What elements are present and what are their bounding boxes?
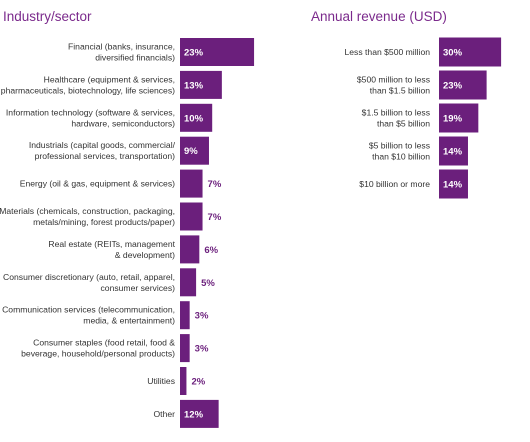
category-label-revenue-1: $500 million to less than $1.5 billion: [357, 75, 430, 96]
value-label-industry-1: 13%: [184, 80, 204, 91]
category-label-industry-10: Utilities: [147, 376, 175, 386]
category-label-industry-1: Healthcare (equipment & services, pharmac…: [1, 74, 175, 95]
value-label-industry-7: 5%: [201, 278, 215, 289]
value-label-revenue-0: 30%: [443, 48, 463, 59]
bar-revenue-0: [439, 37, 502, 67]
category-label-revenue-3: $5 billion to less than $10 billion: [369, 141, 430, 162]
annual-revenue-title: Annual revenue (USD): [311, 9, 447, 24]
bar-industry-6: [180, 235, 200, 264]
category-label-industry-5: Materials (chemicals, construction, pack…: [0, 206, 175, 227]
value-label-revenue-4: 14%: [443, 180, 463, 191]
bar-industry-9: [180, 334, 190, 363]
bar-revenue-2: [439, 103, 479, 133]
bar-revenue-1: [439, 70, 487, 100]
value-label-industry-3: 9%: [184, 146, 198, 157]
value-label-revenue-2: 19%: [443, 114, 463, 125]
value-label-revenue-3: 14%: [443, 147, 463, 158]
category-label-industry-7: Consumer discretionary (auto, retail, ap…: [3, 272, 175, 293]
value-label-industry-8: 3%: [195, 311, 209, 322]
value-label-industry-11: 12%: [184, 409, 204, 420]
value-label-industry-9: 3%: [195, 344, 209, 355]
value-label-industry-6: 6%: [204, 245, 218, 256]
category-label-industry-4: Energy (oil & gas, equipment & services): [20, 179, 175, 189]
category-label-revenue-0: Less than $500 million: [344, 47, 430, 57]
bar-industry-8: [180, 301, 190, 330]
category-label-industry-9: Consumer staples (food retail, food & bev…: [21, 338, 175, 359]
bar-industry-5: [180, 202, 203, 231]
bar-industry-2: [180, 103, 213, 132]
annual-revenue-chart: Less than $500 million 30% $500 million to…: [344, 37, 502, 199]
category-label-revenue-4: $10 billion or more: [359, 179, 430, 189]
bar-industry-1: [180, 70, 222, 99]
value-label-industry-2: 10%: [184, 113, 204, 124]
category-label-industry-2: Information technology (software & servi…: [6, 107, 175, 128]
category-label-industry-11: Other: [154, 409, 176, 419]
bar-industry-3: [180, 136, 209, 165]
bar-industry-7: [180, 268, 197, 297]
value-label-industry-5: 7%: [208, 212, 222, 223]
value-label-industry-10: 2%: [191, 377, 205, 388]
bar-industry-11: [180, 399, 219, 428]
category-label-industry-3: Industrials (capital goods, commercial/p…: [29, 140, 176, 161]
value-label-industry-0: 23%: [184, 48, 204, 59]
bar-industry-4: [180, 169, 203, 198]
bar-revenue-3: [439, 136, 468, 166]
industry-sector-title: Industry/sector: [3, 9, 92, 24]
category-label-industry-6: Real estate (REITs, management & developm…: [48, 239, 175, 260]
value-label-industry-4: 7%: [208, 179, 222, 190]
bar-industry-10: [180, 367, 187, 395]
value-label-revenue-1: 23%: [443, 81, 463, 92]
category-label-industry-0: Financial (banks, insurance, diversified …: [68, 42, 175, 63]
category-label-industry-8: Communication services (telecommunicatio…: [2, 305, 175, 326]
industry-sector-chart: Financial (banks, insurance, diversified …: [0, 38, 255, 428]
category-label-revenue-2: $1.5 billion to less than $5 billion: [362, 108, 431, 129]
bar-revenue-4: [439, 169, 468, 199]
bar-industry-0: [180, 38, 255, 66]
